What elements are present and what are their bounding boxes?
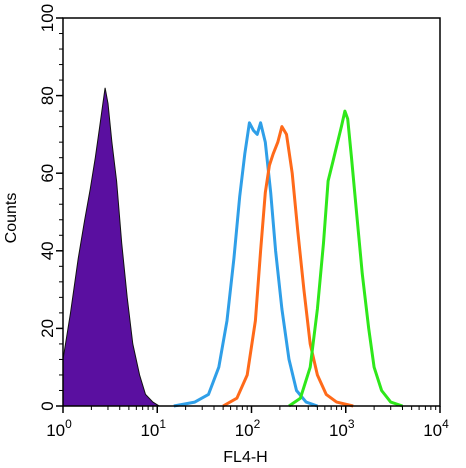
y-tick-label: 0: [38, 401, 57, 410]
y-tick-label: 100: [38, 4, 57, 32]
y-tick-label: 60: [38, 164, 57, 183]
series-1-area: [62, 87, 161, 407]
ticks-layer: [56, 17, 441, 413]
x-tick-label: 100: [46, 417, 72, 440]
x-tick-label: 101: [140, 417, 166, 440]
series-4-line: [288, 109, 403, 408]
series-layer: [62, 87, 403, 408]
y-tick-label: 80: [38, 86, 57, 105]
series-2-line: [173, 121, 318, 408]
series-3-line: [222, 125, 354, 408]
x-axis-label: FL4-H: [223, 449, 267, 466]
y-tick-label: 40: [38, 241, 57, 260]
x-tick-label: 104: [423, 417, 449, 440]
x-tick-label: 103: [329, 417, 355, 440]
x-tick-label: 102: [235, 417, 261, 440]
y-axis-label: Counts: [3, 193, 20, 244]
y-tick-label: 20: [38, 319, 57, 338]
tick-labels-layer: 100 101 102 103 104 0 20 40 60 80 100: [38, 4, 449, 440]
